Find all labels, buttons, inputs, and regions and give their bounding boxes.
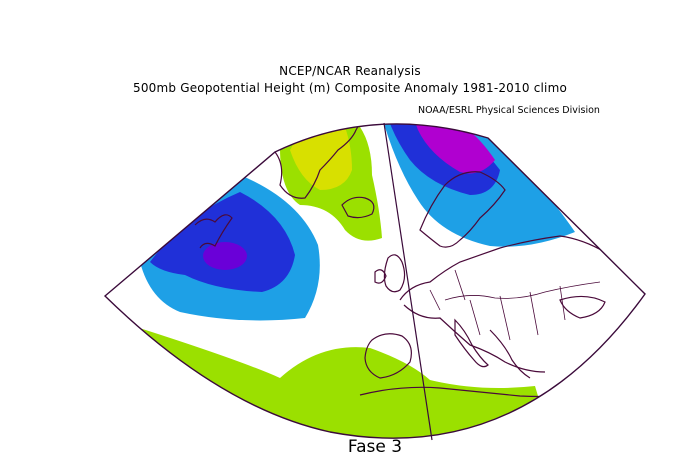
prime-meridian (383, 122, 433, 441)
coast-greenland (274, 123, 362, 199)
credit-label: NOAA/ESRL Physical Sciences Division (418, 105, 600, 116)
coast-canada (194, 214, 233, 249)
coast-iceland (341, 196, 375, 219)
negative-anomaly-west-core (203, 242, 247, 270)
coast-scandinavia (419, 171, 506, 248)
negative-anomaly-west (150, 192, 295, 292)
coast-iberia (364, 333, 412, 379)
phase-caption: Fase 3 (347, 437, 403, 457)
coast-italy (454, 318, 489, 368)
map-frame (103, 123, 646, 439)
map-subtitle: 500mb Geopotential Height (m) Composite … (132, 81, 568, 95)
map-title: NCEP/NCAR Reanalysis (279, 64, 421, 78)
